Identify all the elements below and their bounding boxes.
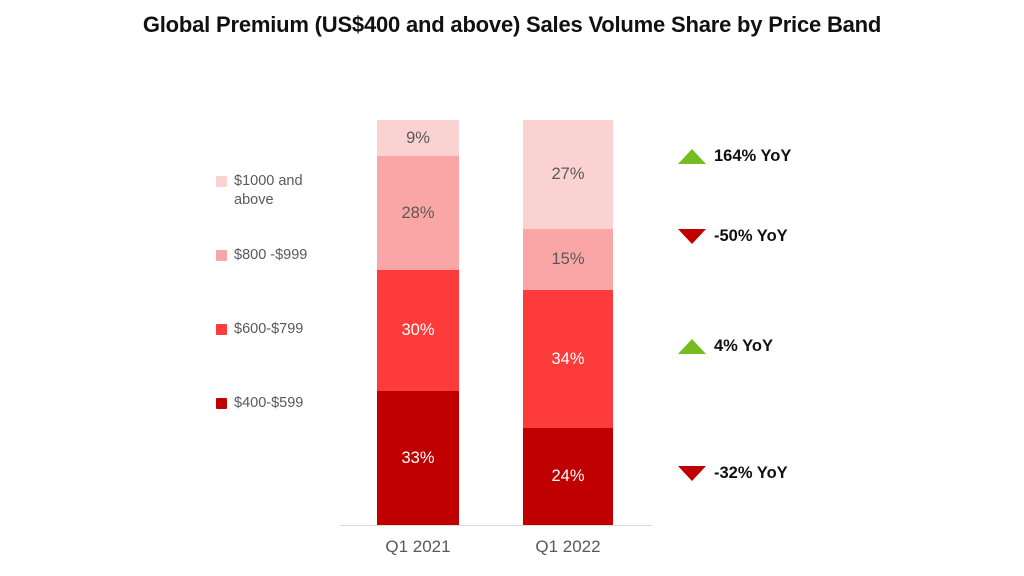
- yoy-annotation-800-999: -50% YoY: [678, 227, 788, 246]
- bar-segment-400-599[interactable]: 24%: [523, 427, 613, 525]
- legend-item-800-999[interactable]: $800 -$999: [216, 246, 344, 265]
- bar-segment-400-599[interactable]: 33%: [377, 391, 459, 526]
- bar-segment-600-799[interactable]: 34%: [523, 290, 613, 428]
- triangle-up-icon: [678, 149, 706, 164]
- legend-swatch-icon: [216, 176, 227, 187]
- triangle-down-icon: [678, 466, 706, 481]
- bar-q1-2022[interactable]: 27% 15% 34% 24%: [523, 120, 613, 525]
- x-axis-label-q1-2022: Q1 2022: [535, 537, 601, 556]
- bar-segment-value: 9%: [406, 128, 430, 147]
- yoy-annotation-1000-and-above: 164% YoY: [678, 147, 791, 166]
- bar-segment-value: 34%: [551, 349, 585, 368]
- bar-segment-1000-and-above[interactable]: 27%: [523, 120, 613, 230]
- yoy-value: 164% YoY: [714, 147, 792, 165]
- yoy-annotation-400-599: -32% YoY: [678, 464, 788, 483]
- bar-segment-800-999[interactable]: 15%: [523, 229, 613, 291]
- legend-item-400-599[interactable]: $400-$599: [216, 394, 344, 413]
- legend-swatch-icon: [216, 250, 227, 261]
- bar-segment-value: 24%: [551, 467, 585, 486]
- yoy-value: 4% YoY: [714, 337, 773, 355]
- bar-segment-value: 15%: [551, 250, 585, 269]
- bar-q1-2021[interactable]: 9% 28% 30% 33%: [377, 120, 459, 526]
- legend-label: $1000 and above: [234, 173, 303, 208]
- legend-swatch-icon: [216, 398, 227, 409]
- legend-item-600-799[interactable]: $600-$799: [216, 320, 344, 339]
- x-axis-line: [340, 525, 652, 526]
- yoy-value: -32% YoY: [714, 464, 788, 482]
- bar-segment-800-999[interactable]: 28%: [377, 156, 459, 270]
- legend-label: $600-$799: [234, 321, 304, 337]
- bar-segment-value: 28%: [401, 203, 435, 222]
- yoy-value: -50% YoY: [714, 227, 788, 245]
- triangle-up-icon: [678, 339, 706, 354]
- bar-segment-value: 27%: [551, 165, 585, 184]
- legend-item-1000-and-above[interactable]: $1000 and above: [216, 172, 344, 210]
- triangle-down-icon: [678, 229, 706, 244]
- bar-segment-1000-and-above[interactable]: 9%: [377, 120, 459, 157]
- legend-label: $400-$599: [234, 395, 304, 411]
- bar-segment-value: 30%: [401, 321, 435, 340]
- legend-label: $800 -$999: [234, 247, 308, 263]
- x-axis-label-q1-2021: Q1 2021: [385, 537, 451, 556]
- legend-swatch-icon: [216, 324, 227, 335]
- bar-segment-value: 33%: [401, 448, 435, 467]
- yoy-annotation-600-799: 4% YoY: [678, 337, 773, 356]
- bar-segment-600-799[interactable]: 30%: [377, 269, 459, 392]
- chart-title: Global Premium (US$400 and above) Sales …: [142, 12, 882, 37]
